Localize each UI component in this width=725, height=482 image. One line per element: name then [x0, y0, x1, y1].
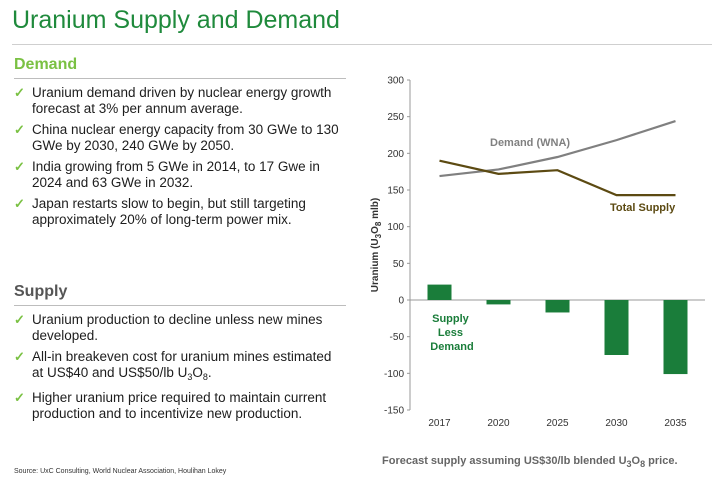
supply-line	[439, 159, 676, 197]
list-item: ✓ Uranium production to decline unless ne…	[14, 312, 323, 343]
check-icon: ✓	[14, 390, 25, 405]
list-item: ✓ India growing from 5 GWe in 2014, to 17…	[14, 159, 320, 190]
bar	[545, 300, 570, 313]
x-tick-label: 2017	[428, 418, 451, 429]
list-item: ✓ China nuclear energy capacity from 30 G…	[14, 122, 339, 153]
y-tick-label: 100	[387, 222, 404, 233]
y-tick-label: 150	[387, 186, 404, 197]
source-note: Source: UxC Consulting, World Nuclear As…	[14, 468, 227, 475]
x-tick-labels: 2017 2020 2025 2030 2035	[428, 418, 687, 429]
bars	[427, 284, 688, 375]
check-icon: ✓	[14, 349, 25, 364]
bar	[427, 284, 452, 300]
check-icon: ✓	[14, 196, 25, 211]
x-tick-label: 2035	[664, 418, 687, 429]
chart-footnote: Forecast supply assuming US$30/lb blende…	[382, 455, 678, 469]
y-tick-labels: -150 -100 -50 0 50 100 150 200 250 300	[384, 76, 410, 417]
y-tick-label: 0	[398, 296, 404, 307]
demand-label: Demand (WNA)	[490, 137, 570, 149]
title-divider	[12, 44, 712, 45]
y-tick-label: 300	[387, 76, 404, 87]
bar-series-label: Supply Less Demand	[430, 313, 473, 353]
x-tick-label: 2025	[546, 418, 569, 429]
bar	[604, 300, 629, 355]
bar	[486, 300, 511, 305]
list-item: ✓ Japan restarts slow to begin, but still…	[14, 196, 306, 227]
list-item: ✓ Higher uranium price required to mainta…	[14, 390, 327, 421]
demand-line	[439, 120, 676, 178]
supply-list: ✓ Uranium production to decline unless ne…	[14, 312, 346, 422]
y-tick-label: -50	[390, 332, 405, 343]
demand-heading: Demand	[14, 56, 346, 79]
check-icon: ✓	[14, 122, 25, 137]
x-tick-label: 2020	[487, 418, 510, 429]
y-axis-label: Uranium (U3O8 mlb)	[370, 198, 383, 292]
list-item: ✓ All-in breakeven cost for uranium mines…	[14, 349, 332, 382]
y-tick-label: 200	[387, 149, 404, 160]
demand-section: Demand ✓ Uranium demand driven by nuclear…	[14, 56, 346, 233]
check-icon: ✓	[14, 312, 25, 327]
y-tick-label: 250	[387, 112, 404, 123]
demand-list: ✓ Uranium demand driven by nuclear energy…	[14, 85, 346, 228]
check-icon: ✓	[14, 85, 25, 100]
bar	[663, 300, 688, 375]
check-icon: ✓	[14, 159, 25, 174]
y-tick-label: -100	[384, 369, 404, 380]
supply-label: Total Supply	[610, 202, 676, 214]
page-title: Uranium Supply and Demand	[12, 6, 340, 34]
y-tick-label: 50	[393, 259, 405, 270]
y-tick-label: -150	[384, 406, 404, 417]
list-item: ✓ Uranium demand driven by nuclear energy…	[14, 85, 332, 116]
supply-section: Supply ✓ Uranium production to decline un…	[14, 283, 346, 427]
x-tick-label: 2030	[605, 418, 628, 429]
supply-heading: Supply	[14, 283, 346, 306]
